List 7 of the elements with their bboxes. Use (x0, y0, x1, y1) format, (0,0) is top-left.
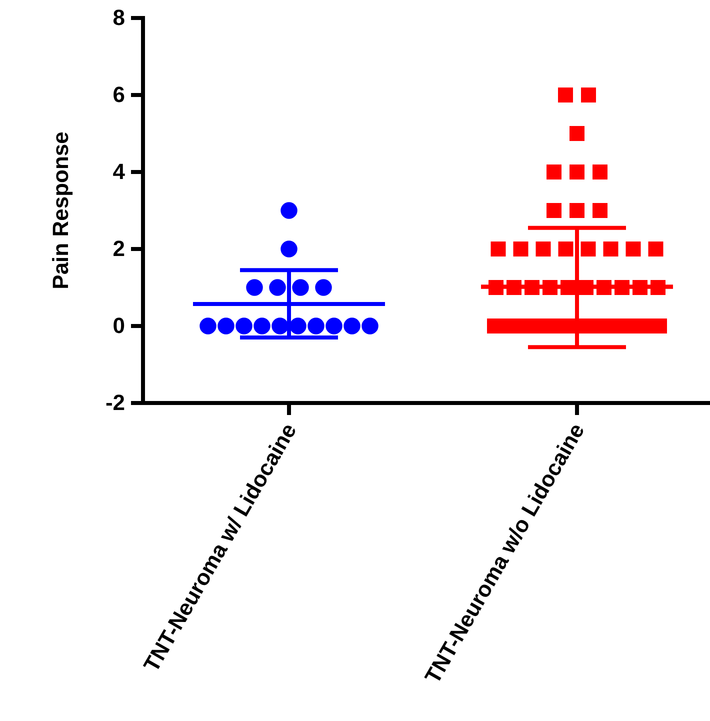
y-tick-label: 2 (112, 236, 125, 262)
y-axis-title: Pain Response (48, 132, 73, 290)
y-tick-label: 8 (112, 5, 125, 30)
y-tick-label: -2 (105, 390, 125, 416)
y-tick-label: 0 (112, 313, 125, 338)
y-tick-label: 6 (112, 82, 125, 108)
y-tick-label: 4 (112, 159, 126, 184)
